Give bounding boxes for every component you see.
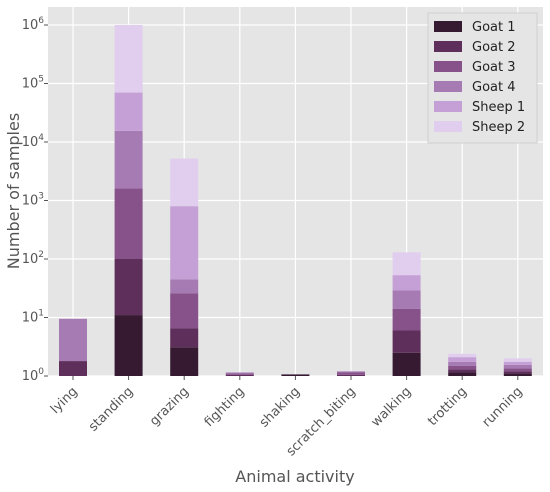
- bar-segment-running-goat-3: [503, 368, 532, 372]
- legend-swatch-goat-2: [434, 41, 462, 52]
- bar-segment-running-goat-1: [503, 373, 532, 376]
- legend-swatch-sheep-2: [434, 121, 462, 132]
- bar-segment-walking-sheep-1: [392, 275, 421, 291]
- y-axis-ticks: 100 101 102 103 104 105 106: [22, 16, 48, 384]
- bar-segment-scratch_biting-goat-2: [337, 374, 365, 376]
- legend-swatch-goat-4: [434, 81, 462, 92]
- legend: Goat 1 Goat 2 Goat 3 Goat 4 Sheep 1 Sheep 2: [427, 12, 538, 144]
- legend-label-sheep-2: Sheep 2: [472, 120, 525, 135]
- bar-segment-shaking-minimal: [281, 374, 310, 376]
- y-tick-label-5: 105: [22, 75, 44, 92]
- y-axis-title: Number of samples: [4, 113, 23, 269]
- bar-segment-standing-goat-2: [114, 259, 143, 316]
- bar-segment-grazing-goat-3: [170, 293, 199, 329]
- legend-label-goat-1: Goat 1: [472, 20, 516, 35]
- y-tick-label-4: 104: [22, 133, 45, 150]
- legend-label-goat-3: Goat 3: [472, 60, 516, 75]
- bar-segment-grazing-goat-2: [170, 328, 199, 348]
- bar-segment-running-goat-4: [503, 364, 532, 369]
- bar-segment-standing-goat-3: [114, 188, 143, 259]
- bars-group: [59, 25, 532, 376]
- x-tick-label-walking: walking: [369, 384, 415, 430]
- bar-segment-standing-sheep-2: [114, 25, 143, 93]
- bar-segment-standing-goat-4: [114, 130, 143, 189]
- y-tick-label-0: 100: [22, 367, 45, 384]
- legend-label-sheep-1: Sheep 1: [472, 100, 525, 115]
- y-tick-label-3: 103: [22, 192, 44, 209]
- bar-segment-scratch_biting-goat-4: [337, 371, 365, 373]
- legend-swatch-goat-1: [434, 21, 462, 32]
- bar-segment-walking-sheep-2: [392, 252, 421, 276]
- bar-segment-scratch_biting-goat-3: [337, 372, 365, 375]
- bar-segment-fighting-goat-2: [225, 374, 254, 376]
- bar-segment-walking-goat-1: [392, 352, 421, 376]
- bar-segment-walking-goat-2: [392, 330, 421, 353]
- bar-segment-trotting-sheep-1: [448, 357, 477, 362]
- y-tick-label-1: 101: [22, 309, 44, 326]
- bar-segment-lying-goat-4: [59, 318, 87, 362]
- bar-segment-trotting-goat-3: [448, 365, 477, 370]
- bar-segment-trotting-goat-4: [448, 361, 477, 366]
- bar-segment-running-sheep-1: [503, 361, 532, 365]
- x-axis-ticks: lying standing grazing fighting shakingscrat…: [48, 376, 526, 459]
- bar-segment-standing-sheep-1: [114, 92, 143, 131]
- bar-segment-grazing-sheep-2: [170, 158, 199, 207]
- y-tick-label-6: 106: [22, 16, 45, 33]
- legend-swatch-goat-3: [434, 61, 462, 72]
- x-tick-label-grazing: grazing: [147, 384, 192, 429]
- x-tick-label-running: running: [480, 384, 526, 430]
- bar-segment-trotting-goat-1: [448, 372, 477, 376]
- bar-segment-lying-goat-2: [59, 361, 87, 376]
- bar-segment-fighting-goat-3: [225, 373, 254, 375]
- bar-segment-trotting-sheep-2: [448, 353, 477, 358]
- x-tick-label-trotting: trotting: [425, 384, 470, 429]
- bar-segment-walking-goat-3: [392, 308, 421, 331]
- bar-segment-trotting-goat-2: [448, 369, 477, 373]
- x-axis-title: Animal activity: [235, 467, 354, 486]
- bar-segment-standing-goat-1: [114, 315, 143, 376]
- bar-segment-walking-goat-4: [392, 290, 421, 309]
- bar-segment-grazing-goat-1: [170, 347, 199, 376]
- bar-segment-grazing-sheep-1: [170, 206, 199, 280]
- legend-label-goat-2: Goat 2: [472, 40, 516, 55]
- y-tick-label-2: 102: [22, 250, 44, 267]
- x-tick-label-shaking: shaking: [257, 384, 303, 430]
- x-tick-label-fighting: fighting: [202, 384, 248, 430]
- bar-segment-grazing-goat-4: [170, 279, 199, 294]
- bar-segment-running-goat-2: [503, 371, 532, 374]
- legend-label-goat-4: Goat 4: [472, 80, 516, 95]
- legend-swatch-sheep-1: [434, 101, 462, 112]
- x-tick-label-lying: lying: [48, 384, 81, 417]
- bar-segment-running-sheep-2: [503, 358, 532, 362]
- x-tick-label-standing: standing: [86, 384, 137, 435]
- bar-segment-fighting-goat-4: [225, 372, 254, 374]
